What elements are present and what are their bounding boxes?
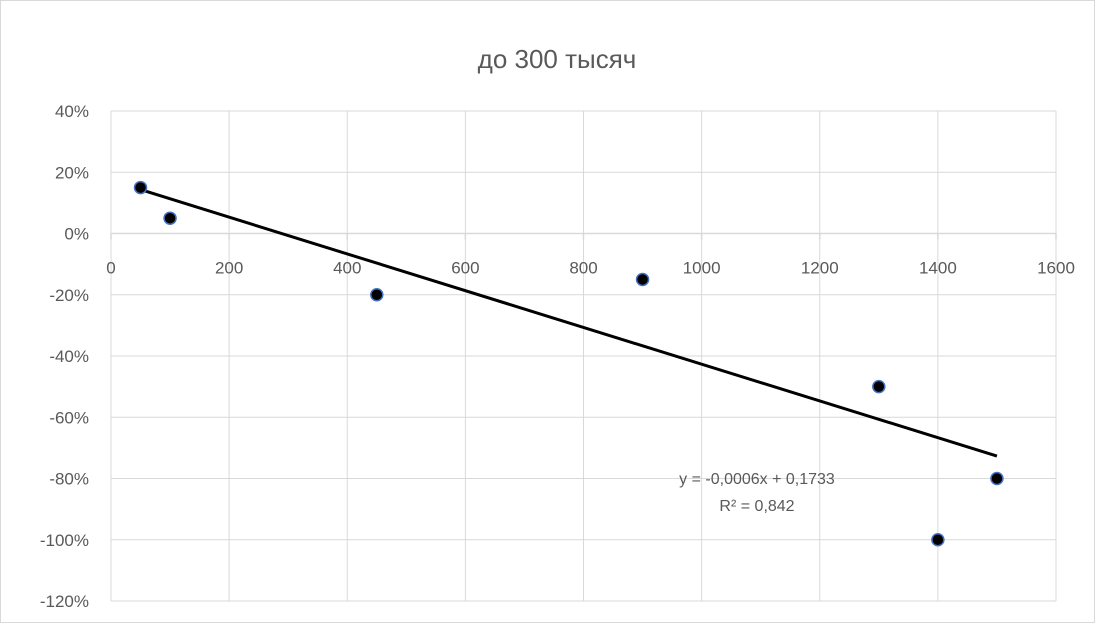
y-tick-label: 20%	[55, 163, 89, 182]
data-point	[163, 211, 177, 225]
data-points	[133, 180, 1004, 547]
x-tick-label: 800	[569, 259, 597, 278]
x-tick-label: 0	[106, 259, 115, 278]
x-tick-label: 1600	[1037, 259, 1075, 278]
x-tick-label: 1000	[683, 259, 721, 278]
x-tick-label: 200	[215, 259, 243, 278]
chart-title: до 300 тысяч	[478, 44, 637, 74]
grid-lines	[110, 110, 1057, 602]
y-tick-label: -100%	[40, 531, 89, 550]
y-tick-label: -40%	[49, 347, 89, 366]
x-tick-label: 1400	[919, 259, 957, 278]
trendline	[140, 188, 998, 458]
y-tick-label: -60%	[49, 408, 89, 427]
data-point	[931, 533, 945, 547]
y-tick-label: -120%	[40, 592, 89, 611]
axes	[110, 232, 1057, 240]
data-point	[872, 379, 886, 394]
data-point	[990, 471, 1004, 486]
y-tick-label: 0%	[64, 225, 89, 244]
y-tick-labels: 40% 20% 0% -20% -40% -60% -80% -100% -120%	[40, 102, 89, 611]
trendline-layer	[140, 188, 998, 458]
x-tick-label: 400	[333, 259, 361, 278]
x-tick-label: 1200	[801, 259, 839, 278]
y-tick-label: -80%	[49, 470, 89, 489]
y-tick-label: 40%	[55, 102, 89, 121]
x-tick-labels: 0 200 400 600 800 1000 1200 1400 1600	[106, 259, 1075, 278]
x-tick-label: 600	[451, 259, 479, 278]
data-point	[635, 272, 650, 287]
trendline-r2: R² = 0,842	[719, 498, 794, 515]
y-tick-label: -20%	[49, 286, 89, 305]
data-point	[133, 180, 148, 195]
trendline-equation: y = -0,0006x + 0,1733	[679, 471, 835, 488]
data-point	[370, 288, 384, 302]
